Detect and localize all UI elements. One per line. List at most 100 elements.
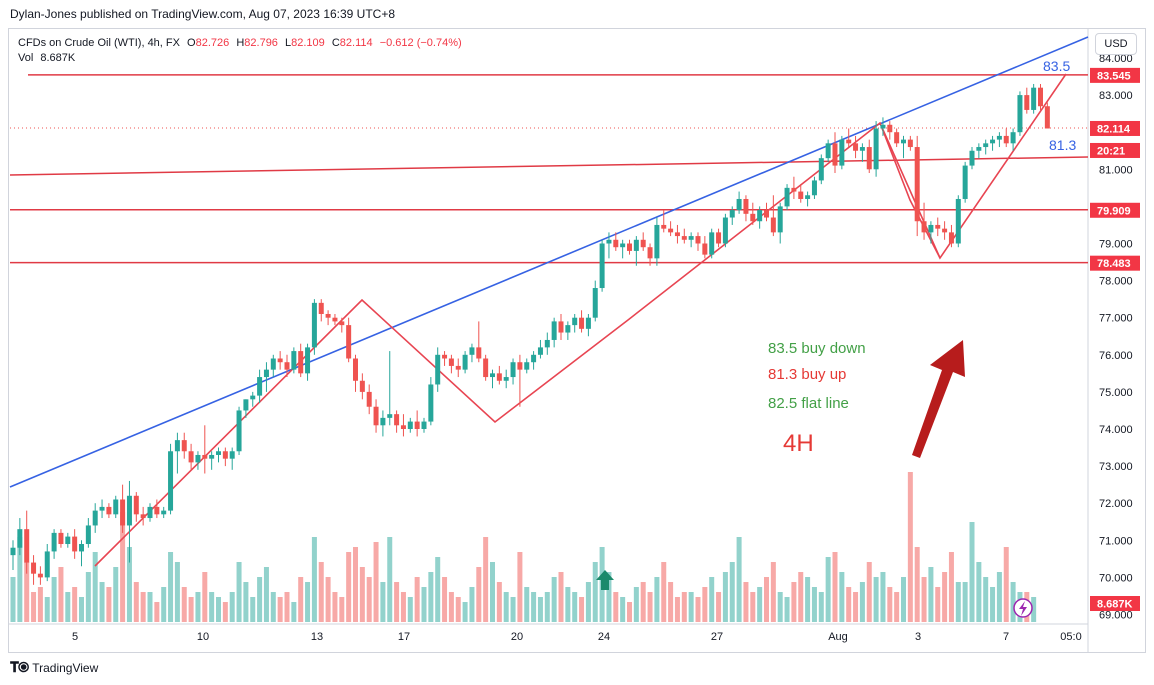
- volume-bar: [284, 592, 290, 622]
- volume-bar: [346, 552, 352, 622]
- volume-bar: [962, 582, 968, 622]
- volume-bar: [969, 522, 975, 622]
- volume-bar: [496, 582, 502, 622]
- volume-bar: [551, 577, 557, 622]
- volume-bar: [736, 537, 742, 622]
- price-tick-label: 69.000: [1099, 610, 1133, 622]
- volume-bar: [640, 582, 646, 622]
- candle-body: [990, 139, 996, 144]
- volume-bar: [606, 572, 612, 622]
- volume-bar: [339, 597, 345, 622]
- candle-body: [846, 139, 852, 144]
- candle-body: [79, 544, 84, 552]
- price-tick-label: 79.000: [1099, 239, 1133, 251]
- candle-body: [325, 313, 331, 318]
- volume-bar: [174, 562, 180, 622]
- candle-body: [942, 228, 948, 233]
- time-tick-label: 3: [915, 631, 921, 643]
- candle-body: [524, 362, 530, 370]
- volume-bar: [195, 592, 201, 622]
- candle-body: [976, 147, 982, 151]
- candle-body: [517, 362, 523, 370]
- candle-body: [496, 373, 502, 381]
- candle-body: [757, 210, 763, 222]
- candle-body: [243, 399, 249, 411]
- volume-bar: [880, 572, 886, 622]
- candle-body: [750, 213, 756, 222]
- volume-bar: [414, 577, 420, 622]
- volume-bar: [373, 542, 379, 622]
- price-tag-bg: [1090, 142, 1140, 158]
- volume-bar: [92, 552, 98, 622]
- lightning-bolt-icon: [1019, 601, 1027, 616]
- candle-body: [743, 198, 749, 214]
- volume-bar: [517, 552, 523, 622]
- volume-bar: [126, 547, 132, 622]
- candle-body: [921, 221, 927, 233]
- volume-bar: [832, 552, 838, 622]
- legend-close-label: C: [331, 37, 340, 49]
- candle-body: [387, 414, 393, 418]
- candle-body: [31, 562, 37, 574]
- candle-body: [736, 198, 742, 211]
- legend-close-value: 82.114: [339, 37, 373, 49]
- volume-bar: [585, 582, 591, 622]
- candle-body: [798, 191, 804, 199]
- candle-body: [181, 440, 187, 452]
- candle-body: [270, 358, 276, 370]
- candle-body: [606, 239, 612, 244]
- volume-bar: [380, 582, 386, 622]
- candle-body: [503, 377, 509, 381]
- candle-body: [688, 236, 694, 240]
- candle-body: [435, 354, 441, 385]
- volume-bar: [147, 592, 153, 622]
- volume-label: Vol: [18, 52, 34, 64]
- candle-body: [44, 551, 50, 578]
- note-buy-up: 81.3 buy up: [768, 366, 847, 383]
- tradingview-logo-icon: 𝐓⦿: [10, 659, 29, 675]
- candle-body: [147, 506, 153, 519]
- candle-body: [1010, 132, 1016, 144]
- note-flat-line: 82.5 flat line: [768, 395, 849, 412]
- volume-bar: [572, 592, 578, 622]
- candle-body: [770, 217, 776, 233]
- candle-body: [551, 321, 557, 340]
- candle-body: [236, 410, 242, 452]
- candle-body: [202, 454, 208, 459]
- volume-bar: [537, 597, 543, 622]
- candle-body: [907, 139, 913, 148]
- candle-body: [442, 354, 448, 359]
- volume-bar: [750, 592, 756, 622]
- price-tick-label: 83.000: [1099, 90, 1133, 102]
- volume-bar: [544, 592, 550, 622]
- sloped-level-line: [9, 156, 1089, 176]
- price-tag-label: 79.909: [1097, 205, 1131, 217]
- candle-body: [490, 373, 495, 378]
- volume-bar: [818, 592, 824, 622]
- volume-bar: [229, 592, 235, 622]
- currency-button[interactable]: USD: [1095, 33, 1137, 55]
- candle-body: [764, 210, 769, 218]
- volume-bar: [955, 582, 961, 622]
- time-tick-label: 13: [311, 631, 323, 643]
- candle-body: [250, 395, 256, 400]
- volume-bar: [531, 592, 537, 622]
- candle-body: [640, 239, 646, 248]
- volume-bar: [627, 602, 632, 622]
- volume-bar: [325, 577, 331, 622]
- candle-body: [407, 421, 413, 429]
- footer-brand-text: TradingView: [32, 660, 99, 675]
- volume-bar: [359, 567, 365, 622]
- volume-bar: [51, 577, 57, 622]
- candle-body: [469, 347, 475, 355]
- volume-bar: [859, 582, 865, 622]
- candle-body: [305, 347, 311, 374]
- volume-bar: [353, 547, 358, 622]
- time-tick-label: 27: [711, 631, 723, 643]
- volume-bar: [318, 562, 324, 622]
- volume-bar: [942, 572, 948, 622]
- volume-bar: [846, 587, 852, 622]
- candle-body: [140, 514, 146, 519]
- volume-bar: [866, 562, 872, 622]
